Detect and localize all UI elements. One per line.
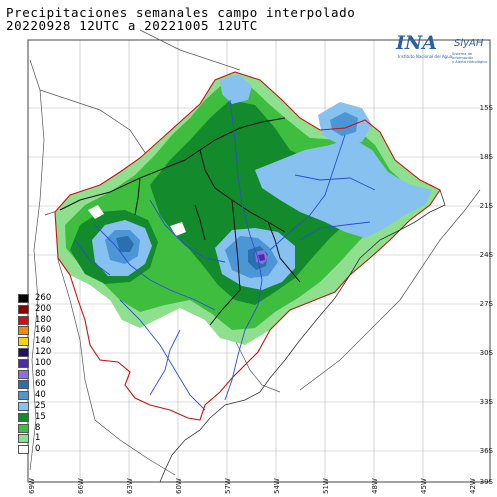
lon-label: 48W: [371, 478, 379, 494]
logo-side-subtitle-2: y Alerta Hidrológico: [452, 60, 488, 65]
rain-area-15mm: [150, 100, 380, 305]
legend-swatch: [18, 445, 29, 455]
legend-swatch: [18, 348, 29, 357]
rain-area-60mm-west: [116, 236, 134, 252]
lat-label: 24S: [479, 251, 493, 259]
legend-swatch: [18, 304, 29, 314]
map-period: 20220928 12UTC a 20221005 12UTC: [6, 18, 258, 33]
legend-label: 15: [35, 411, 46, 422]
lon-label: 63W: [126, 478, 134, 494]
lon-label: 69W: [28, 478, 36, 494]
lat-label: 30S: [479, 349, 493, 357]
lon-label: 66W: [77, 478, 85, 494]
rain-area-25mm-north: [255, 138, 432, 238]
logo-name: INA: [396, 32, 437, 54]
lon-label: 42W: [469, 478, 477, 494]
legend-swatch: [18, 391, 29, 401]
lon-label: 45W: [420, 478, 428, 494]
lon-label: 60W: [175, 478, 183, 494]
logo-side: SiyAH: [454, 38, 484, 49]
legend-label: 25: [35, 401, 46, 411]
legend-label: 180: [35, 314, 52, 325]
lon-label: 57W: [224, 478, 232, 494]
lat-label: 15S: [479, 104, 493, 112]
legend-swatch: [18, 315, 29, 325]
ina-logo: INA SiyAH Instituto Nacional del Agua Si…: [392, 30, 492, 72]
legend-label: 1: [35, 433, 41, 444]
legend-label: 140: [35, 336, 52, 347]
lon-label: 51W: [322, 478, 330, 494]
legend-swatch: [18, 423, 29, 433]
lat-label: 36S: [479, 447, 493, 455]
lat-label: 27S: [479, 300, 493, 308]
legend-label: 60: [35, 379, 46, 390]
legend-swatch: [18, 412, 29, 422]
legend-swatch: [18, 380, 29, 390]
legend-label: 8: [35, 422, 41, 433]
logo-side-subtitle: Sistema de Información y Alerta Hidrológ…: [452, 52, 492, 65]
legend-swatch: [18, 337, 29, 347]
lat-label: 33S: [479, 398, 493, 406]
political-boundaries: [59, 117, 301, 326]
no-rain-area: [88, 205, 104, 219]
rain-area-25mm-top: [220, 74, 252, 104]
legend-label: 100: [35, 357, 52, 368]
legend-swatch: [18, 294, 29, 303]
logo-subtitle: Instituto Nacional del Agua: [398, 54, 453, 59]
lat-label: 39S: [479, 478, 493, 486]
no-rain-area-2: [170, 222, 186, 236]
legend-label: 260: [35, 293, 52, 303]
legend-swatch: [18, 326, 29, 336]
legend-label: 200: [35, 303, 52, 314]
legend-label: 40: [35, 390, 46, 401]
legend-swatch: [18, 402, 29, 411]
map-title: Precipitaciones semanales campo interpol…: [6, 5, 356, 20]
legend-swatch: [18, 369, 29, 379]
legend-swatch: [18, 434, 29, 444]
rain-area-100mm: [258, 254, 265, 261]
rain-area-40mm-ne: [330, 112, 358, 136]
rivers: [74, 99, 376, 411]
legend-label: 120: [35, 347, 52, 357]
lat-label: 18S: [479, 153, 493, 161]
lon-label: 54W: [273, 478, 281, 494]
legend-label: 160: [35, 325, 52, 336]
legend-label: 0: [35, 444, 41, 455]
legend-label: 80: [35, 368, 46, 379]
lat-label: 21S: [479, 202, 493, 210]
legend-swatch: [18, 358, 29, 368]
coastline: [159, 189, 446, 483]
logo-side-subtitle-1: Sistema de Información: [452, 52, 474, 61]
